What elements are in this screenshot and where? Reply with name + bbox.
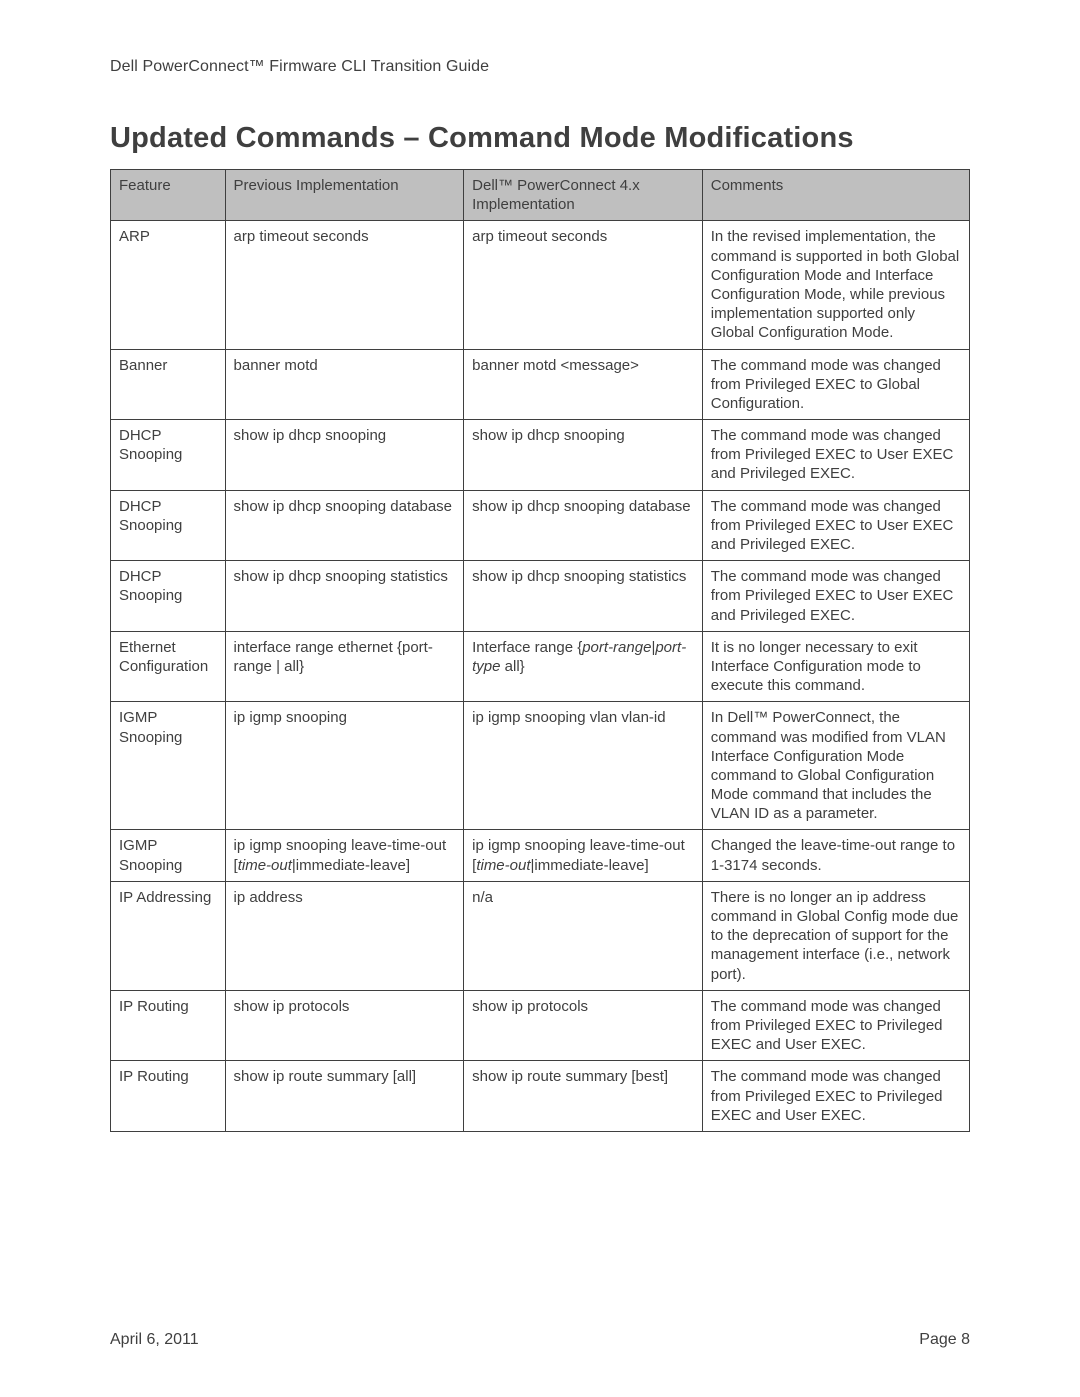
cell-new: show ip dhcp snooping statistics — [464, 561, 703, 632]
cell-previous: show ip route summary [all] — [225, 1061, 464, 1132]
cell-previous: show ip dhcp snooping statistics — [225, 561, 464, 632]
cell-feature: Ethernet Configuration — [111, 631, 226, 702]
cell-feature: IGMP Snooping — [111, 702, 226, 830]
cell-comment: In the revised implementation, the comma… — [702, 221, 969, 349]
table-row: IP Routingshow ip route summary [all]sho… — [111, 1061, 970, 1132]
cell-previous: show ip dhcp snooping — [225, 420, 464, 491]
commands-table: Feature Previous Implementation Dell™ Po… — [110, 169, 970, 1132]
col-new: Dell™ PowerConnect 4.x Implementation — [464, 170, 703, 221]
table-row: IP Routingshow ip protocolsshow ip proto… — [111, 990, 970, 1061]
cell-feature: ARP — [111, 221, 226, 349]
page-footer: April 6, 2011 Page 8 — [110, 1331, 970, 1349]
col-feature: Feature — [111, 170, 226, 221]
cell-comment: The command mode was changed from Privil… — [702, 490, 969, 561]
cell-feature: Banner — [111, 349, 226, 420]
cell-previous: ip address — [225, 881, 464, 990]
table-row: DHCP Snoopingshow ip dhcp snoopingshow i… — [111, 420, 970, 491]
cell-comment: The command mode was changed from Privil… — [702, 990, 969, 1061]
cell-new: ip igmp snooping vlan vlan-id — [464, 702, 703, 830]
cell-comment: It is no longer necessary to exit Interf… — [702, 631, 969, 702]
page-title: Updated Commands – Command Mode Modifica… — [110, 122, 970, 155]
cell-new: Interface range {port-range|port-type al… — [464, 631, 703, 702]
cell-comment: The command mode was changed from Privil… — [702, 349, 969, 420]
cell-comment: In Dell™ PowerConnect, the command was m… — [702, 702, 969, 830]
cell-feature: DHCP Snooping — [111, 490, 226, 561]
footer-date: April 6, 2011 — [110, 1331, 199, 1349]
cell-previous: interface range ethernet {port-range | a… — [225, 631, 464, 702]
cell-comment: The command mode was changed from Privil… — [702, 561, 969, 632]
cell-previous: ip igmp snooping leave-time-out [time-ou… — [225, 830, 464, 881]
table-row: ARParp timeout secondsarp timeout second… — [111, 221, 970, 349]
cell-feature: IP Routing — [111, 1061, 226, 1132]
table-head: Feature Previous Implementation Dell™ Po… — [111, 170, 970, 221]
cell-feature: IGMP Snooping — [111, 830, 226, 881]
cell-feature: DHCP Snooping — [111, 420, 226, 491]
cell-new: ip igmp snooping leave-time-out [time-ou… — [464, 830, 703, 881]
cell-new: show ip dhcp snooping database — [464, 490, 703, 561]
table-row: IGMP Snoopingip igmp snoopingip igmp sno… — [111, 702, 970, 830]
cell-comment: The command mode was changed from Privil… — [702, 420, 969, 491]
cell-previous: show ip protocols — [225, 990, 464, 1061]
cell-comment: Changed the leave-time-out range to 1-31… — [702, 830, 969, 881]
cell-comment: There is no longer an ip address command… — [702, 881, 969, 990]
cell-new: show ip dhcp snooping — [464, 420, 703, 491]
cell-comment: The command mode was changed from Privil… — [702, 1061, 969, 1132]
table-body: ARParp timeout secondsarp timeout second… — [111, 221, 970, 1132]
footer-page: Page 8 — [919, 1331, 970, 1349]
cell-feature: DHCP Snooping — [111, 561, 226, 632]
cell-previous: ip igmp snooping — [225, 702, 464, 830]
cell-new: banner motd <message> — [464, 349, 703, 420]
cell-previous: banner motd — [225, 349, 464, 420]
table-row: Ethernet Configurationinterface range et… — [111, 631, 970, 702]
table-row: DHCP Snoopingshow ip dhcp snooping stati… — [111, 561, 970, 632]
cell-feature: IP Addressing — [111, 881, 226, 990]
cell-new: arp timeout seconds — [464, 221, 703, 349]
col-previous: Previous Implementation — [225, 170, 464, 221]
cell-previous: show ip dhcp snooping database — [225, 490, 464, 561]
cell-new: show ip route summary [best] — [464, 1061, 703, 1132]
cell-new: show ip protocols — [464, 990, 703, 1061]
col-comments: Comments — [702, 170, 969, 221]
cell-feature: IP Routing — [111, 990, 226, 1061]
table-row: IGMP Snoopingip igmp snooping leave-time… — [111, 830, 970, 881]
cell-previous: arp timeout seconds — [225, 221, 464, 349]
cell-new: n/a — [464, 881, 703, 990]
table-row: IP Addressingip addressn/aThere is no lo… — [111, 881, 970, 990]
table-row: DHCP Snoopingshow ip dhcp snooping datab… — [111, 490, 970, 561]
doc-header: Dell PowerConnect™ Firmware CLI Transiti… — [110, 58, 970, 76]
table-row: Bannerbanner motdbanner motd <message>Th… — [111, 349, 970, 420]
table-header-row: Feature Previous Implementation Dell™ Po… — [111, 170, 970, 221]
